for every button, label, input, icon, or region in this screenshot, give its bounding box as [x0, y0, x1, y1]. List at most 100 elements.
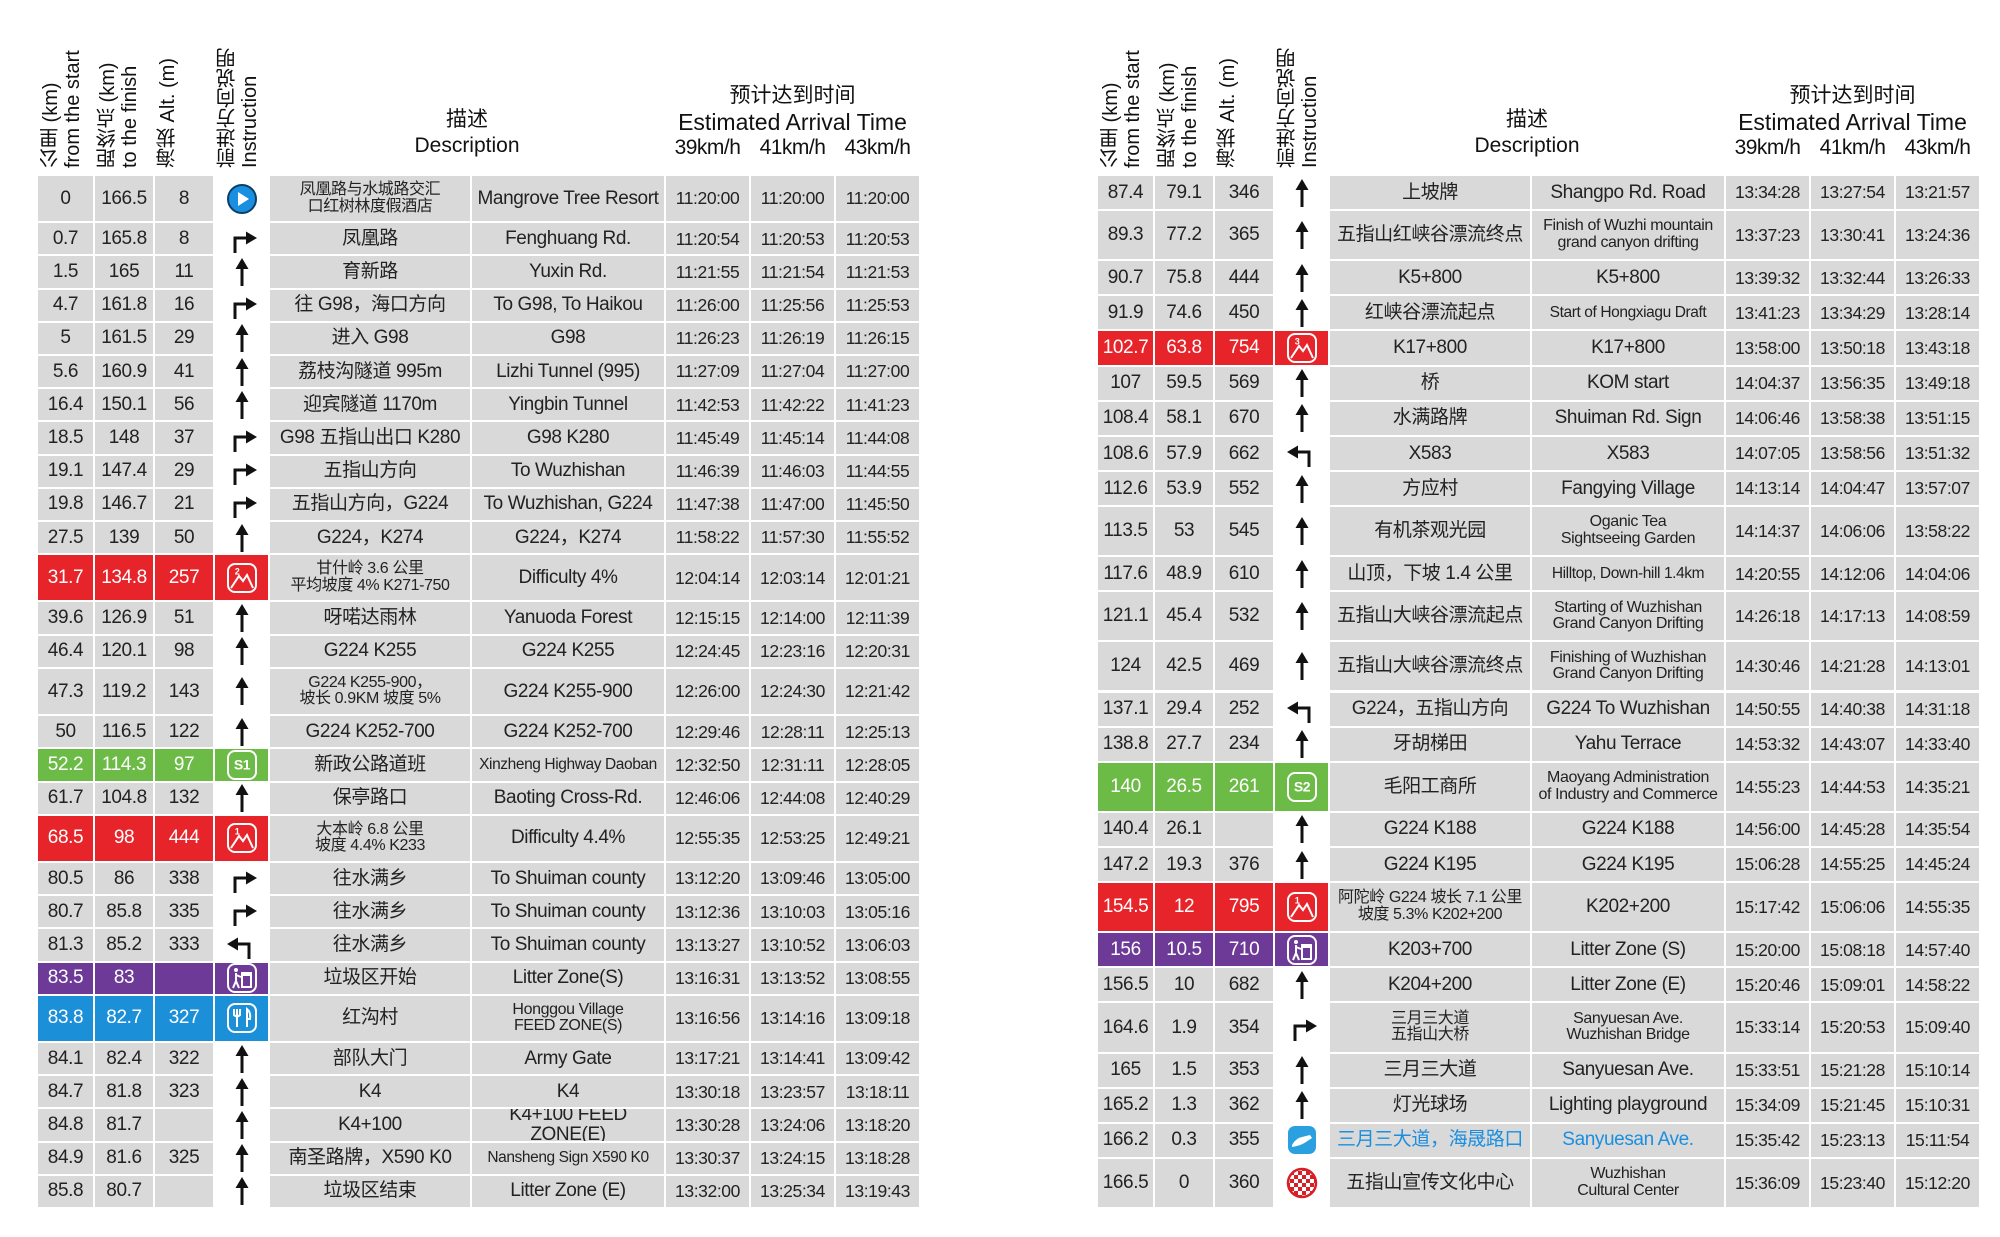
- description-en: Yanuoda Forest: [472, 602, 664, 634]
- icon: [235, 677, 248, 706]
- eta-41: 11:25:56: [751, 289, 834, 321]
- eta-39: 11:26:23: [666, 322, 749, 355]
- km-from-start: 18.5: [38, 422, 93, 454]
- eta-39: 13:16:56: [666, 995, 749, 1041]
- description-en: K4: [472, 1076, 664, 1108]
- eta-41: 14:17:13: [1811, 592, 1894, 641]
- altitude: [155, 962, 213, 994]
- instruction-icon: [1275, 1088, 1328, 1122]
- km-from-start: 1.5: [38, 256, 93, 288]
- km-to-finish: 126.9: [95, 602, 153, 634]
- description-en: To Shuiman county: [472, 862, 664, 895]
- eta-39: 14:20:55: [1726, 557, 1809, 591]
- eta-41: 13:14:41: [751, 1043, 834, 1075]
- description-cn: 桥: [1330, 366, 1530, 400]
- altitude: 98: [155, 635, 213, 667]
- eta-41: 12:03:14: [751, 555, 834, 601]
- eta-43: 11:44:08: [836, 422, 919, 454]
- eta-39: 13:13:27: [666, 929, 749, 961]
- icon: [1295, 970, 1308, 999]
- icon: 3: [1286, 333, 1317, 364]
- km-from-start: 89.3: [1098, 211, 1153, 260]
- icon: [235, 1077, 248, 1106]
- description-cn: 凤凰路: [270, 223, 470, 255]
- icon-label: 2: [234, 566, 239, 576]
- eta-39: 12:26:00: [666, 668, 749, 715]
- description-en: Nansheng Sign X590 K0: [472, 1142, 664, 1174]
- description-cn: 保亭路口: [270, 782, 470, 814]
- eta-41: 14:06:06: [1811, 507, 1894, 556]
- eta-39: 15:17:42: [1726, 883, 1809, 932]
- altitude: [1215, 812, 1273, 846]
- instruction-icon: [1275, 1123, 1328, 1157]
- altitude: 8: [155, 223, 213, 255]
- km-from-start: 91.9: [1098, 296, 1153, 330]
- description-en: Finishing of Wuzhishan Grand Canyon Drif…: [1532, 642, 1724, 691]
- km-from-start: 140.4: [1098, 812, 1153, 846]
- column-header: 公里 (km) from the start: [1100, 50, 1144, 168]
- icon: [226, 1003, 257, 1034]
- eta-43: 14:57:40: [1896, 933, 1979, 967]
- description-en: Litter Zone (S): [1532, 933, 1724, 967]
- km-from-start: 47.3: [38, 668, 93, 715]
- description-cn: 新政公路道班: [270, 749, 470, 781]
- eta-39: 15:34:09: [1726, 1088, 1809, 1122]
- description-cn: 育新路: [270, 256, 470, 288]
- eta-39: 14:06:46: [1726, 401, 1809, 435]
- icon: [1295, 517, 1308, 546]
- icon-label: S2: [1293, 779, 1310, 795]
- description-cn: K203+700: [1330, 933, 1530, 967]
- description-en: Sanyuesan Ave.: [1532, 1123, 1724, 1157]
- eta-39: 14:26:18: [1726, 592, 1809, 641]
- description-cn: 大本岭 6.8 公里 坡度 4.4% K233: [270, 815, 470, 861]
- eta-43: 11:20:00: [836, 176, 919, 222]
- eta-43: 11:41:23: [836, 389, 919, 421]
- icon: [1286, 701, 1310, 724]
- icon: [1295, 474, 1308, 503]
- instruction-icon: [215, 1175, 268, 1207]
- eta-43: 11:27:00: [836, 356, 919, 388]
- km-to-finish: 83: [95, 962, 153, 994]
- eta-43: 12:25:13: [836, 716, 919, 748]
- description-en: Hilltop, Down-hill 1.4km: [1532, 557, 1724, 591]
- instruction-icon: [215, 455, 268, 487]
- altitude: 569: [1215, 366, 1273, 400]
- altitude: 754: [1215, 331, 1273, 365]
- description-en: Wuzhishan Cultural Center: [1532, 1158, 1724, 1207]
- eta-39: 13:34:28: [1726, 176, 1809, 210]
- eta-41: 12:24:30: [751, 668, 834, 715]
- km-from-start: 0.7: [38, 223, 93, 255]
- km-from-start: 84.8: [38, 1109, 93, 1141]
- instruction-icon: [1275, 296, 1328, 330]
- km-to-finish: 120.1: [95, 635, 153, 667]
- eta-41: 15:20:53: [1811, 1003, 1894, 1052]
- description-en: Yuxin Rd.: [472, 256, 664, 288]
- instruction-icon: [1275, 692, 1328, 726]
- icon: [1295, 221, 1308, 250]
- description-en: Shuiman Rd. Sign: [1532, 401, 1724, 435]
- eta-43: 13:51:15: [1896, 401, 1979, 435]
- instruction-icon: [1275, 472, 1328, 506]
- description-en: Sanyuesan Ave.: [1532, 1053, 1724, 1087]
- instruction-icon: [1275, 812, 1328, 846]
- description-en: K5+800: [1532, 261, 1724, 295]
- altitude: 444: [1215, 261, 1273, 295]
- instruction-icon: [215, 176, 268, 222]
- instruction-icon: [215, 223, 268, 255]
- icon: [235, 324, 248, 353]
- eta-43: 11:45:50: [836, 488, 919, 521]
- km-from-start: 138.8: [1098, 727, 1153, 761]
- description-cn: 垃圾区结束: [270, 1175, 470, 1207]
- instruction-icon: [1275, 727, 1328, 761]
- km-to-finish: 75.8: [1155, 261, 1213, 295]
- description-en: Mangrove Tree Resort: [472, 176, 664, 222]
- eta-43: 13:49:18: [1896, 366, 1979, 400]
- description-cn: 荔枝沟隧道 995m: [270, 356, 470, 388]
- eta-39: 13:30:28: [666, 1109, 749, 1141]
- km-to-finish: 1.5: [1155, 1053, 1213, 1087]
- km-to-finish: 165: [95, 256, 153, 288]
- km-from-start: 80.5: [38, 862, 93, 895]
- instruction-icon: [215, 522, 268, 554]
- eta-43: 13:08:55: [836, 962, 919, 994]
- icon: [1286, 445, 1310, 468]
